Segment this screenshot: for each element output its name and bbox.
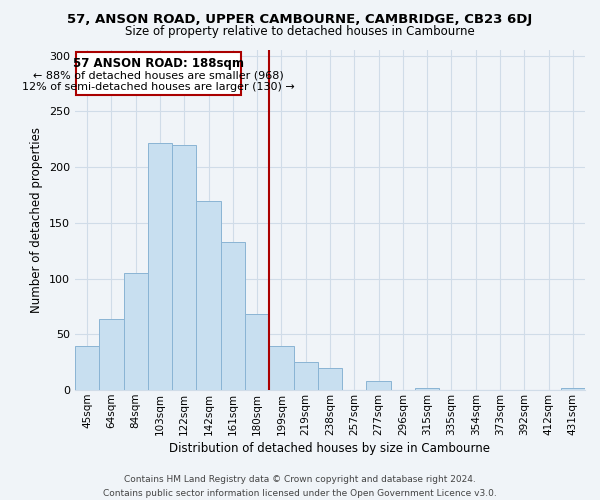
Bar [561, 388, 585, 390]
Text: 57, ANSON ROAD, UPPER CAMBOURNE, CAMBRIDGE, CB23 6DJ: 57, ANSON ROAD, UPPER CAMBOURNE, CAMBRID… [67, 12, 533, 26]
Bar [124, 273, 148, 390]
Bar [269, 346, 293, 390]
X-axis label: Distribution of detached houses by size in Cambourne: Distribution of detached houses by size … [169, 442, 490, 455]
Y-axis label: Number of detached properties: Number of detached properties [31, 127, 43, 313]
FancyBboxPatch shape [76, 52, 241, 94]
Bar [318, 368, 342, 390]
Bar [221, 242, 245, 390]
Text: ← 88% of detached houses are smaller (968): ← 88% of detached houses are smaller (96… [34, 70, 284, 80]
Text: Size of property relative to detached houses in Cambourne: Size of property relative to detached ho… [125, 25, 475, 38]
Bar [415, 388, 439, 390]
Text: 57 ANSON ROAD: 188sqm: 57 ANSON ROAD: 188sqm [73, 56, 244, 70]
Bar [367, 381, 391, 390]
Bar [293, 362, 318, 390]
Text: 12% of semi-detached houses are larger (130) →: 12% of semi-detached houses are larger (… [22, 82, 295, 92]
Bar [245, 314, 269, 390]
Bar [148, 142, 172, 390]
Bar [99, 319, 124, 390]
Bar [196, 200, 221, 390]
Bar [75, 346, 99, 390]
Text: Contains HM Land Registry data © Crown copyright and database right 2024.
Contai: Contains HM Land Registry data © Crown c… [103, 476, 497, 498]
Bar [172, 145, 196, 390]
